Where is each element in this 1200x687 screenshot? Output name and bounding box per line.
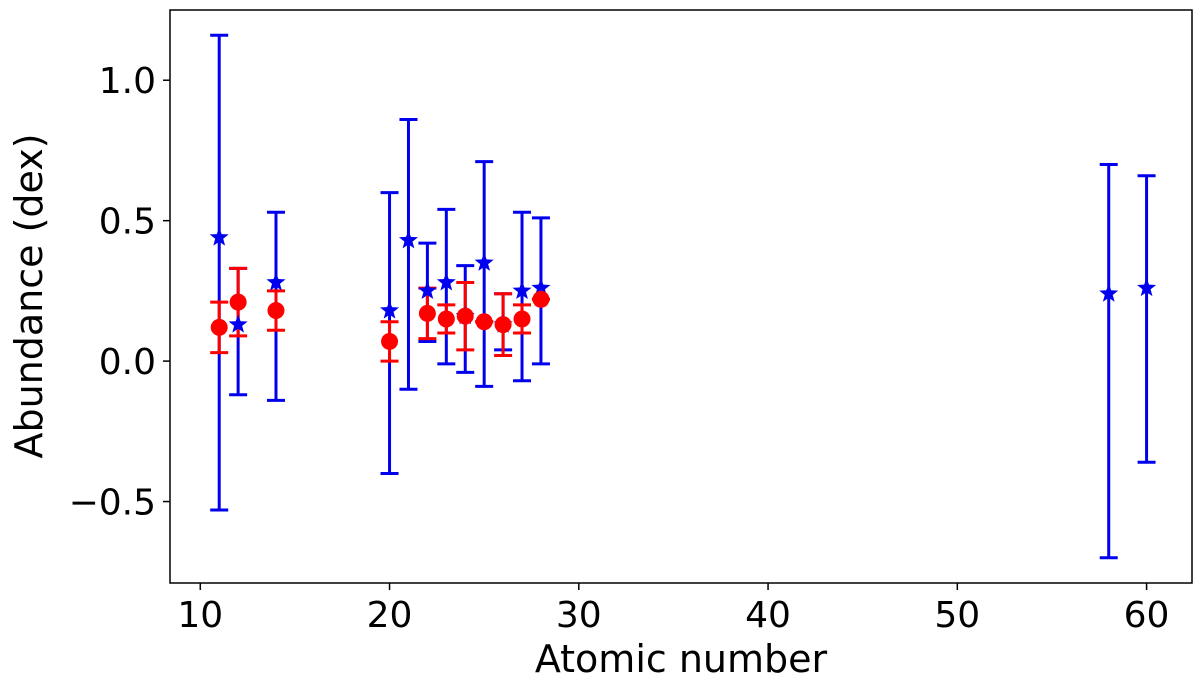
circle-marker [456,307,474,325]
x-tick-label: 60 [1124,595,1170,636]
x-tick-label: 50 [934,595,980,636]
star-marker [228,314,248,333]
circle-marker [418,304,436,322]
y-axis-label: Abundance (dex) [7,133,51,458]
x-axis-ticks: 10 20 30 40 50 60 [177,583,1169,636]
circle-marker [513,310,531,328]
circle-marker [532,290,550,308]
x-axis-label: Atomic number [535,637,828,681]
circle-marker [210,318,228,336]
y-tick-label: 0.5 [99,202,156,243]
y-tick-label: −0.5 [69,483,156,524]
error-bars [210,33,1156,560]
circle-marker [494,316,512,334]
circle-marker [267,302,285,320]
star-marker [398,230,418,249]
star-marker [380,300,400,319]
circle-marker [229,293,247,311]
x-tick-label: 20 [367,595,413,636]
circle-marker [381,332,399,350]
y-tick-label: 1.0 [99,61,156,102]
star-marker [474,252,494,271]
star-marker [209,227,229,246]
y-tick-label: 0.0 [99,342,156,383]
x-tick-label: 40 [745,595,791,636]
y-axis-ticks: 1.0 0.5 0.0 −0.5 [69,61,170,524]
data-markers [209,227,1157,350]
x-tick-label: 30 [556,595,602,636]
plot-frame [169,9,1193,584]
star-marker [266,272,286,291]
star-marker [512,280,532,299]
circle-marker [437,310,455,328]
star-marker [531,278,551,297]
star-marker [1137,278,1157,297]
x-tick-label: 10 [177,595,223,636]
star-marker [1099,283,1119,302]
circle-marker [475,313,493,331]
star-marker [436,272,456,291]
star-marker [417,280,437,299]
